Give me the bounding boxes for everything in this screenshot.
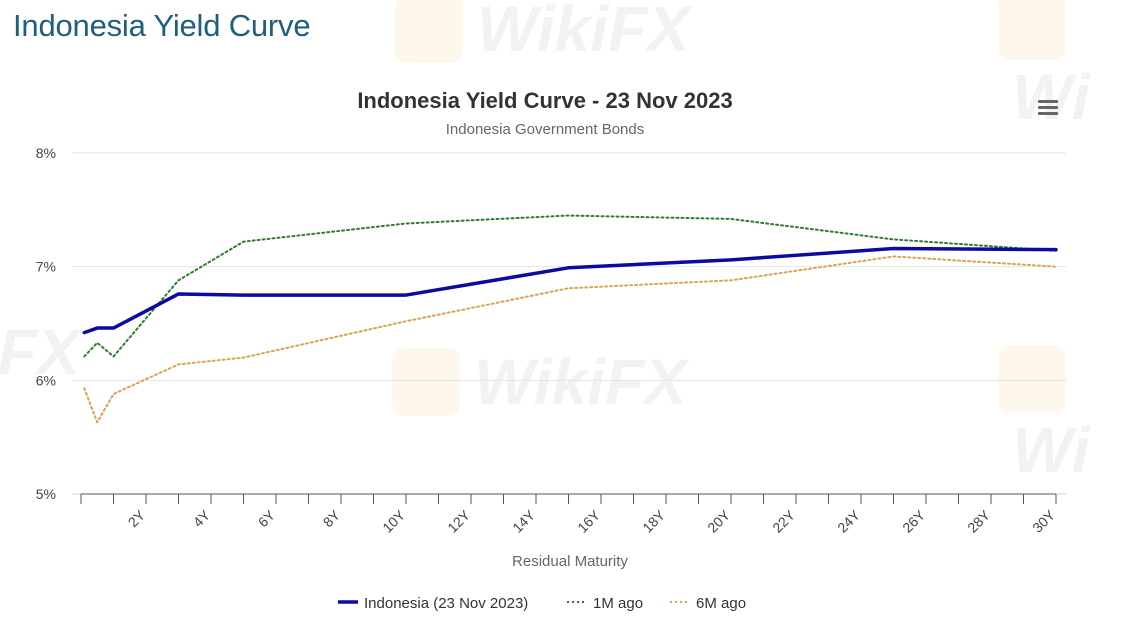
chart-menu-button[interactable]: [1036, 97, 1060, 119]
chart-subtitle: Indonesia Government Bonds: [446, 121, 644, 138]
x-tick-label: 14Y: [509, 506, 538, 535]
hamburger-menu-icon: [1038, 100, 1058, 103]
y-tick-label: 5%: [36, 486, 56, 502]
y-tick-label: 6%: [36, 372, 56, 388]
x-tick-label: 12Y: [444, 506, 473, 535]
x-tick-label: 10Y: [379, 506, 408, 535]
gridlines: [72, 152, 1066, 495]
y-tick-label: 7%: [36, 259, 56, 275]
x-axis-title: Residual Maturity: [512, 553, 628, 570]
chart-title: Indonesia Yield Curve - 23 Nov 2023: [357, 88, 732, 113]
x-tick-label: 24Y: [834, 506, 863, 535]
legend: Indonesia (23 Nov 2023) 1M ago 6M ago: [338, 595, 746, 612]
x-tick-label: 8Y: [320, 506, 344, 530]
series-group: [82, 214, 1058, 424]
x-tick-label: 6Y: [255, 506, 279, 530]
x-tick-label: 20Y: [704, 506, 733, 535]
series-line-2[interactable]: [83, 255, 1057, 424]
x-tick-label: 16Y: [574, 506, 603, 535]
y-tick-label: 8%: [36, 145, 56, 161]
x-tick-label: 30Y: [1029, 506, 1058, 535]
legend-label: 6M ago: [696, 595, 746, 612]
x-tick-label: 4Y: [190, 506, 214, 530]
x-axis: 2Y 4Y 6Y 8Y 10Y 12Y 14Y 16Y 18Y 20Y 22Y 24Y 26Y 28Y 30…: [80, 493, 1059, 536]
legend-label: Indonesia (23 Nov 2023): [364, 595, 528, 612]
legend-item-2[interactable]: 6M ago: [670, 595, 746, 612]
legend-item-1[interactable]: 1M ago: [567, 595, 643, 612]
x-tick-label: 26Y: [899, 506, 928, 535]
y-axis: 5% 6% 7% 8%: [36, 145, 56, 502]
x-tick-label: 22Y: [769, 506, 798, 535]
x-tick-label: 18Y: [639, 506, 668, 535]
x-tick-label: 28Y: [964, 506, 993, 535]
legend-label: 1M ago: [593, 595, 643, 612]
series-line-1[interactable]: [83, 214, 1057, 358]
series-line-0[interactable]: [82, 246, 1058, 335]
page-heading: Indonesia Yield Curve: [13, 8, 311, 43]
legend-item-0[interactable]: Indonesia (23 Nov 2023): [338, 595, 528, 612]
x-tick-label: 2Y: [125, 506, 149, 530]
